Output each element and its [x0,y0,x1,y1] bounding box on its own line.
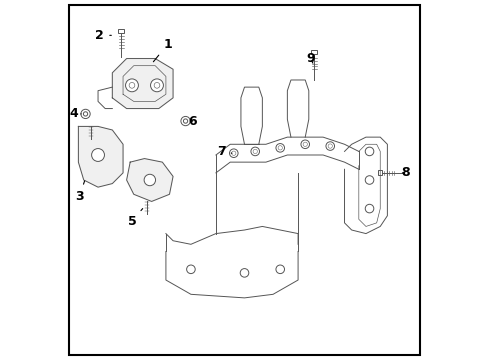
Text: 1: 1 [153,38,172,62]
Circle shape [325,142,334,150]
Text: 7: 7 [217,145,231,158]
Circle shape [181,116,190,126]
Circle shape [81,109,90,118]
Circle shape [278,146,282,150]
Circle shape [253,149,257,154]
Circle shape [275,144,284,152]
Bar [311,50,316,54]
Circle shape [365,176,373,184]
Circle shape [154,82,160,88]
Circle shape [83,112,87,116]
Text: 5: 5 [127,208,142,228]
Circle shape [365,204,373,213]
Polygon shape [126,158,173,202]
Circle shape [125,79,138,92]
Circle shape [365,147,373,156]
Circle shape [240,269,248,277]
Circle shape [327,144,332,148]
Text: 4: 4 [69,107,81,120]
Circle shape [231,151,235,156]
Circle shape [275,265,284,274]
Circle shape [91,149,104,161]
Bar [118,28,124,33]
Text: 6: 6 [188,114,197,127]
Polygon shape [78,126,123,187]
Text: 8: 8 [401,166,409,179]
Text: 9: 9 [305,52,314,65]
Circle shape [303,142,307,147]
Circle shape [250,147,259,156]
Circle shape [150,79,163,92]
Circle shape [183,119,187,123]
Circle shape [144,174,155,186]
Circle shape [129,82,135,88]
Text: 3: 3 [75,181,84,203]
Circle shape [300,140,309,149]
Text: 2: 2 [95,29,111,42]
Polygon shape [112,59,173,109]
Circle shape [186,265,195,274]
Bar [377,170,381,175]
Circle shape [229,149,238,157]
